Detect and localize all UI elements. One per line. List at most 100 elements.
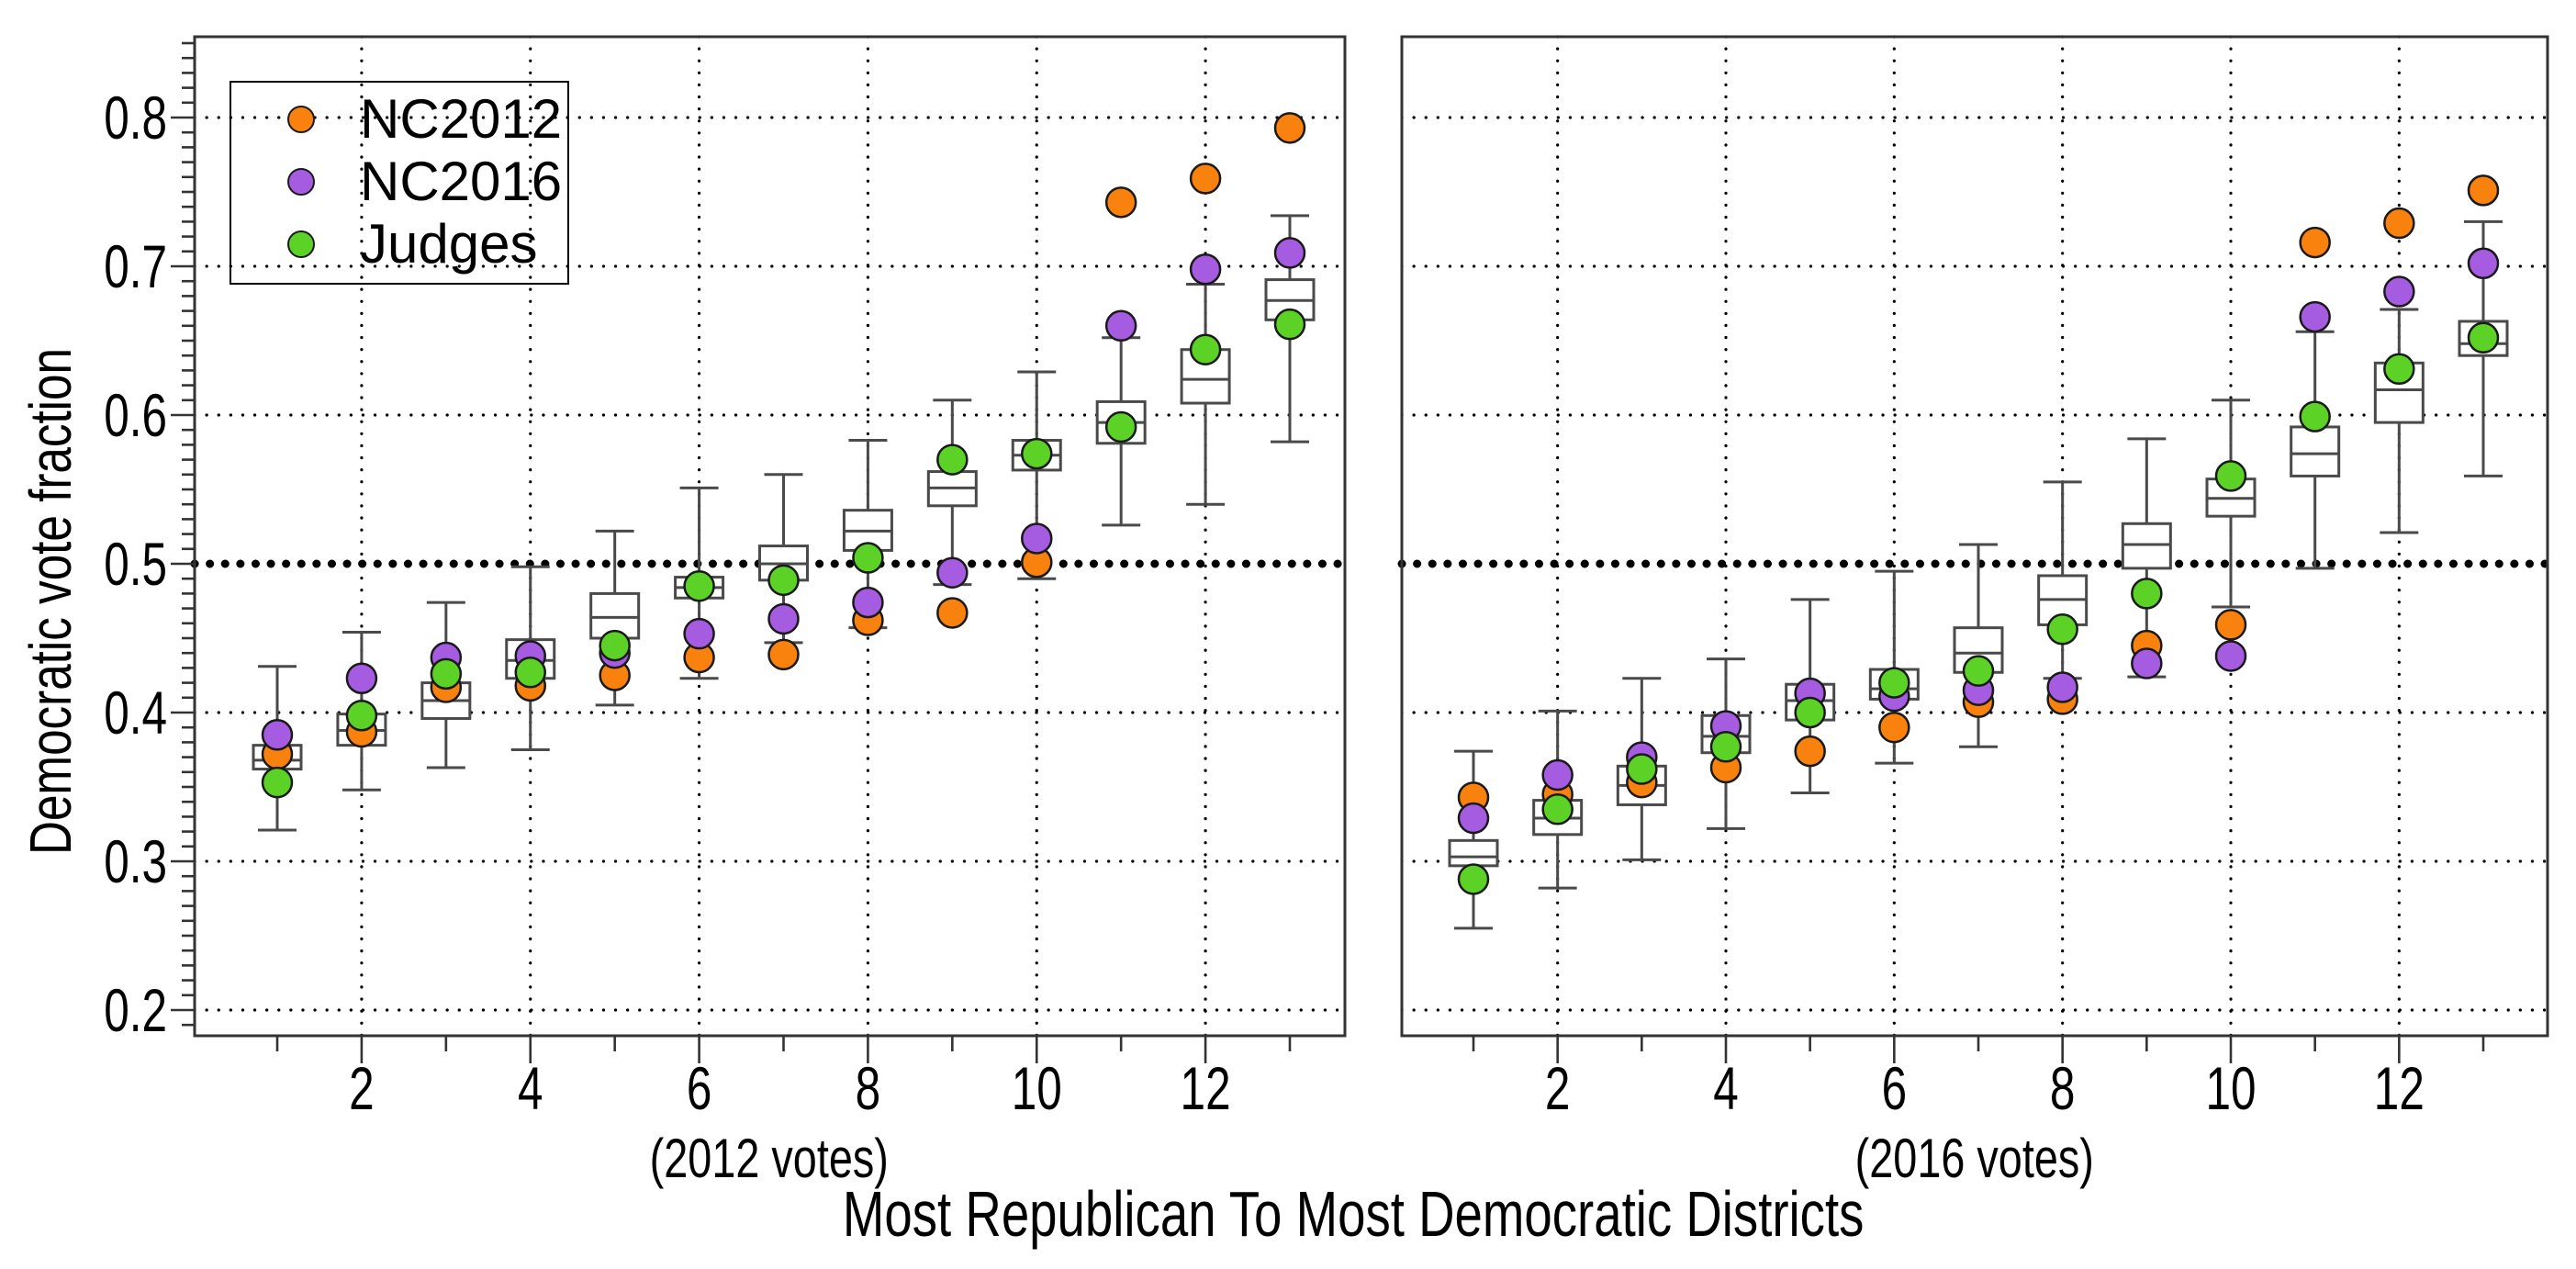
point-nc2012-district-13 [2467, 174, 2500, 207]
point-nc2012-district-10 [2214, 609, 2247, 641]
box-district-10 [2205, 399, 2257, 609]
point-judges-district-1 [1457, 863, 1490, 895]
panel-frame [1400, 35, 2549, 1038]
point-judges-district-13 [1273, 308, 1306, 341]
legend-label-nc2016: NC2016 [360, 151, 563, 212]
point-judges-district-3 [1626, 753, 1658, 785]
point-nc2016-district-7 [767, 602, 800, 635]
point-judges-district-7 [767, 564, 800, 597]
point-nc2012-district-11 [1104, 186, 1137, 219]
x-tick-label: 12 [2374, 1055, 2425, 1123]
point-judges-district-4 [514, 657, 546, 689]
point-nc2016-district-12 [2383, 275, 2415, 308]
point-judges-district-9 [2131, 578, 2163, 610]
box-district-9 [926, 399, 978, 587]
legend-label-nc2012: NC2012 [360, 88, 563, 150]
x-tick-label: 6 [687, 1055, 712, 1123]
point-nc2016-district-1 [1457, 802, 1490, 835]
iqr-box [2121, 522, 2172, 570]
legend-marker-judges-icon [287, 230, 315, 258]
box-district-11 [2290, 330, 2341, 570]
point-nc2016-district-13 [1273, 237, 1306, 269]
x-tick-label: 8 [2050, 1055, 2076, 1123]
point-nc2012-district-11 [2299, 226, 2331, 259]
x-tick-label: 12 [1181, 1055, 1231, 1123]
y-tick-label: 0.8 [104, 84, 167, 152]
point-judges-district-12 [2383, 353, 2415, 386]
panel-caption-2016-text: (2016 votes) [1854, 1128, 2095, 1189]
point-judges-district-9 [936, 444, 969, 476]
y-tick-label: 0.3 [104, 828, 167, 896]
point-nc2016-district-11 [2299, 300, 2331, 333]
box-district-12 [1180, 282, 1231, 506]
point-nc2012-district-9 [936, 597, 969, 629]
x-tick-label: 10 [1012, 1055, 1062, 1123]
point-nc2016-district-2 [1541, 758, 1574, 792]
iqr-box [1448, 838, 1499, 868]
x-tick-label: 2 [349, 1055, 375, 1123]
point-judges-district-8 [852, 542, 884, 574]
box-district-8 [2037, 480, 2089, 680]
x-axis-label-text: Most Republican To Most Democratic Distr… [842, 1178, 1865, 1250]
point-nc2016-district-11 [1104, 309, 1137, 343]
box-district-12 [2373, 308, 2425, 534]
panel-2012: 2 4 6 8 10 12 0.2 0.3 0.4 0.5 0.6 0.7 0.8 [104, 35, 1350, 1123]
point-judges-district-11 [1104, 410, 1137, 444]
y-axis-label: Democratic vote fraction [17, 347, 84, 856]
point-nc2016-district-13 [2467, 247, 2500, 280]
legend-item-judges: Judges [231, 217, 567, 272]
panel-frame [193, 35, 1347, 1038]
point-judges-district-5 [1794, 696, 1826, 729]
point-nc2016-district-8 [852, 586, 884, 619]
legend-marker-nc2016-icon [287, 168, 315, 196]
point-nc2016-district-10 [2214, 640, 2247, 672]
y-tick-label: 0.7 [104, 233, 167, 301]
point-nc2016-district-10 [1021, 522, 1053, 555]
iqr-box [1180, 348, 1231, 405]
point-judges-district-11 [2299, 400, 2331, 432]
legend-label-judges: Judges [360, 213, 538, 275]
point-nc2016-district-8 [2046, 671, 2078, 703]
point-nc2016-district-9 [936, 556, 969, 589]
legend-item-nc2016: NC2016 [231, 154, 567, 209]
point-nc2012-district-12 [2383, 207, 2415, 240]
point-judges-district-6 [683, 570, 715, 602]
point-nc2012-district-7 [767, 638, 800, 671]
point-nc2012-district-12 [1189, 163, 1222, 195]
legend-item-nc2012: NC2012 [231, 92, 567, 147]
x-tick-label: 2 [1545, 1055, 1571, 1123]
x-tick-label: 4 [518, 1055, 543, 1123]
point-nc2016-district-1 [261, 719, 294, 751]
point-nc2016-district-2 [345, 662, 378, 694]
point-judges-district-2 [345, 699, 378, 732]
point-judges-district-12 [1189, 333, 1222, 365]
point-nc2012-district-13 [1273, 112, 1306, 144]
point-judges-district-4 [1709, 731, 1742, 763]
point-judges-district-1 [261, 766, 294, 799]
legend-marker-nc2012-icon [287, 106, 315, 133]
box-district-1 [1448, 749, 1499, 930]
x-tick-label: 6 [1882, 1055, 1908, 1123]
panel-caption-2012-votes: (2012 votes) [448, 1131, 1091, 1186]
point-judges-district-7 [1962, 655, 1995, 687]
point-judges-district-3 [430, 657, 463, 691]
point-judges-district-10 [1021, 437, 1053, 470]
point-judges-district-2 [1541, 793, 1574, 825]
point-nc2016-district-12 [1189, 253, 1222, 286]
y-tick-label: 0.5 [104, 531, 167, 599]
panel-caption-2016-votes: (2016 votes) [1653, 1131, 2296, 1186]
point-judges-district-8 [2046, 613, 2078, 646]
x-axis-label: Most Republican To Most Democratic Distr… [527, 1182, 2179, 1246]
x-tick-label: 10 [2205, 1055, 2256, 1123]
y-tick-label: 0.4 [104, 679, 167, 747]
point-judges-district-5 [599, 629, 631, 662]
point-nc2012-district-6 [1878, 711, 1910, 744]
point-judges-district-10 [2214, 460, 2247, 492]
legend: NC2012 NC2016 Judges [230, 81, 569, 285]
point-judges-district-6 [1878, 667, 1910, 699]
point-nc2016-district-6 [683, 617, 715, 650]
iqr-box [2290, 425, 2341, 477]
point-judges-district-13 [2467, 321, 2500, 354]
